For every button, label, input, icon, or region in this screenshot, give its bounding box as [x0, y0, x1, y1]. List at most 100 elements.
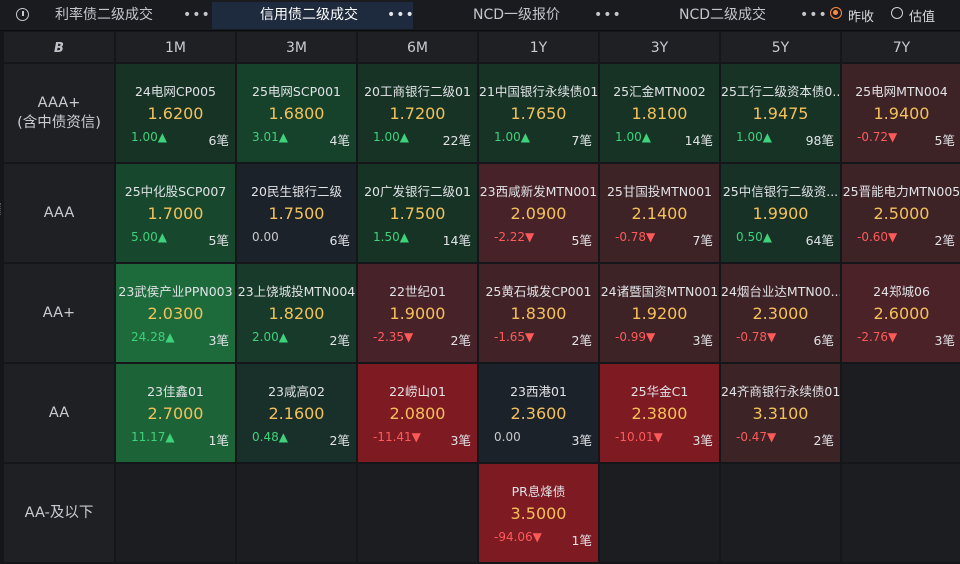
bond-cell[interactable]: 25中信银行二级资... 1.9900 0.50▲ 64笔 — [721, 164, 840, 262]
radio-valuation-label[interactable]: 估值 — [909, 10, 936, 25]
column-header-6M[interactable]: 6M — [358, 32, 477, 62]
radio-valuation[interactable] — [891, 7, 903, 19]
bond-cell[interactable]: 25电网MTN004 1.9400 -0.72▼ 5笔 — [842, 64, 960, 162]
radio-prev-close-label[interactable]: 昨收 — [848, 10, 875, 25]
bond-cell[interactable]: 23咸高02 2.1600 0.48▲ 2笔 — [237, 364, 356, 462]
trade-count: 22笔 — [442, 133, 471, 148]
tab-more-icon[interactable]: ••• — [183, 7, 211, 23]
empty-cell — [842, 464, 960, 562]
bond-cell[interactable]: 25汇金MTN002 1.8100 1.00▲ 14笔 — [600, 64, 719, 162]
yield-change: 1.00▲ — [373, 130, 409, 144]
bond-name: 25中信银行二级资... — [722, 184, 839, 199]
info-icon[interactable] — [16, 8, 29, 21]
bond-cell[interactable]: 25中化股SCP007 1.7000 5.00▲ 5笔 — [116, 164, 235, 262]
bond-yield: 2.0900 — [510, 204, 567, 223]
bond-yield: 2.3000 — [752, 304, 809, 323]
yield-change: 0.50▲ — [736, 230, 772, 244]
trade-count: 5笔 — [571, 233, 592, 248]
bond-name: 23上饶城投MTN004 — [237, 284, 356, 299]
bond-name: 25晋能电力MTN005 — [842, 184, 960, 199]
bond-cell[interactable]: 20民生银行二级 1.7500 0.00 6笔 — [237, 164, 356, 262]
bond-cell[interactable]: 23武侯产业PPN003 2.0300 24.28▲ 3笔 — [116, 264, 235, 362]
bond-yield: 1.9000 — [389, 304, 446, 323]
column-header-1M[interactable]: 1M — [116, 32, 235, 62]
yield-change: -0.47▼ — [736, 430, 777, 444]
tab-1[interactable]: 信用债二级成交 ••• — [212, 2, 415, 29]
resize-handle[interactable] — [0, 203, 3, 215]
tab-more-icon[interactable]: ••• — [800, 7, 828, 23]
bond-yield: 2.0300 — [147, 304, 204, 323]
column-header-3M[interactable]: 3M — [237, 32, 356, 62]
bond-name: 23西港01 — [510, 384, 567, 399]
column-header-5Y[interactable]: 5Y — [721, 32, 840, 62]
tab-more-icon[interactable]: ••• — [594, 7, 622, 23]
bond-name: 25华金C1 — [630, 384, 689, 399]
bond-cell[interactable]: 20广发银行二级01 1.7500 1.50▲ 14笔 — [358, 164, 477, 262]
radio-prev-close[interactable] — [830, 7, 842, 19]
bond-name: 25电网SCP001 — [252, 84, 341, 99]
bond-name: 24齐商银行永续债01 — [721, 384, 840, 399]
bond-yield: 1.7650 — [510, 104, 567, 123]
trade-count: 2笔 — [329, 433, 350, 448]
column-header-3Y[interactable]: 3Y — [600, 32, 719, 62]
bond-name: 24郑城06 — [873, 284, 930, 299]
bond-cell[interactable]: PR息烽债 3.5000 -94.06▼ 1笔 — [479, 464, 598, 562]
bond-cell[interactable]: 20工商银行二级01 1.7200 1.00▲ 22笔 — [358, 64, 477, 162]
trade-count: 3笔 — [692, 433, 713, 448]
tab-2[interactable]: NCD一级报价 ••• — [416, 2, 621, 29]
bond-cell[interactable]: 25晋能电力MTN005 2.5000 -0.60▼ 2笔 — [842, 164, 960, 262]
bond-cell[interactable]: 25电网SCP001 1.6800 3.01▲ 4笔 — [237, 64, 356, 162]
bond-cell[interactable]: 23西港01 2.3600 0.00 3笔 — [479, 364, 598, 462]
tab-more-icon[interactable]: ••• — [387, 7, 415, 23]
bond-cell[interactable]: 24齐商银行永续债01 3.3100 -0.47▼ 2笔 — [721, 364, 840, 462]
trade-count: 4笔 — [329, 133, 350, 148]
bond-name: 21中国银行永续债01 — [479, 84, 598, 99]
empty-cell — [721, 464, 840, 562]
bond-yield: 2.1600 — [268, 404, 325, 423]
trade-count: 2笔 — [934, 233, 955, 248]
bond-yield: 1.7200 — [389, 104, 446, 123]
row-sublabel: (含中债资信) — [17, 115, 101, 131]
bond-cell[interactable]: 24诸暨国资MTN001 1.9200 -0.99▼ 3笔 — [600, 264, 719, 362]
yield-change: -1.65▼ — [494, 330, 535, 344]
bond-name: PR息烽债 — [511, 484, 566, 499]
bond-yield: 1.7000 — [147, 204, 204, 223]
trade-count: 14笔 — [442, 233, 471, 248]
tab-0[interactable]: 利率债二级成交 ••• — [40, 2, 210, 29]
bond-name: 23咸高02 — [268, 384, 325, 399]
yield-change: 5.00▲ — [131, 230, 167, 244]
bond-cell[interactable]: 25黄石城发CP001 1.8300 -1.65▼ 2笔 — [479, 264, 598, 362]
column-header-1Y[interactable]: 1Y — [479, 32, 598, 62]
bond-cell[interactable]: 22崂山01 2.0800 -11.41▼ 3笔 — [358, 364, 477, 462]
bond-cell[interactable]: 23西咸新发MTN001 2.0900 -2.22▼ 5笔 — [479, 164, 598, 262]
bond-cell[interactable]: 24烟台业达MTN00... 2.3000 -0.78▼ 6笔 — [721, 264, 840, 362]
bond-cell[interactable]: 21中国银行永续债01 1.7650 1.00▲ 7笔 — [479, 64, 598, 162]
bond-yield: 1.8200 — [268, 304, 325, 323]
row-label: AA — [48, 405, 70, 421]
bond-yield: 1.8100 — [631, 104, 688, 123]
empty-cell — [600, 464, 719, 562]
column-header-7Y[interactable]: 7Y — [842, 32, 960, 62]
bond-cell[interactable]: 24郑城06 2.6000 -2.76▼ 3笔 — [842, 264, 960, 362]
bond-cell[interactable]: 24电网CP005 1.6200 1.00▲ 6笔 — [116, 64, 235, 162]
bond-yield: 2.6000 — [873, 304, 930, 323]
bond-name: 22世纪01 — [389, 284, 446, 299]
bond-yield: 1.8300 — [510, 304, 567, 323]
bond-cell[interactable]: 23上饶城投MTN004 1.8200 2.00▲ 2笔 — [237, 264, 356, 362]
yield-change: 24.28▲ — [131, 330, 175, 344]
bond-name: 23西咸新发MTN001 — [479, 184, 598, 199]
yield-change: -2.76▼ — [857, 330, 898, 344]
bond-name: 24烟台业达MTN00... — [721, 284, 840, 299]
bond-cell[interactable]: 22世纪01 1.9000 -2.35▼ 2笔 — [358, 264, 477, 362]
yield-change: -0.60▼ — [857, 230, 898, 244]
bond-cell[interactable]: 25华金C1 2.3800 -10.01▼ 3笔 — [600, 364, 719, 462]
bond-yield: 1.9475 — [752, 104, 809, 123]
trade-count: 98笔 — [805, 133, 834, 148]
bond-cell[interactable]: 23佳鑫01 2.7000 11.17▲ 1笔 — [116, 364, 235, 462]
tab-3[interactable]: NCD二级成交 ••• — [625, 2, 827, 29]
bond-cell[interactable]: 25甘国投MTN001 2.1400 -0.78▼ 7笔 — [600, 164, 719, 262]
bond-name: 23武侯产业PPN003 — [118, 284, 233, 299]
bond-name: 22崂山01 — [389, 384, 446, 399]
bond-yield: 1.6200 — [147, 104, 204, 123]
bond-cell[interactable]: 25工行二级资本债0... 1.9475 1.00▲ 98笔 — [721, 64, 840, 162]
